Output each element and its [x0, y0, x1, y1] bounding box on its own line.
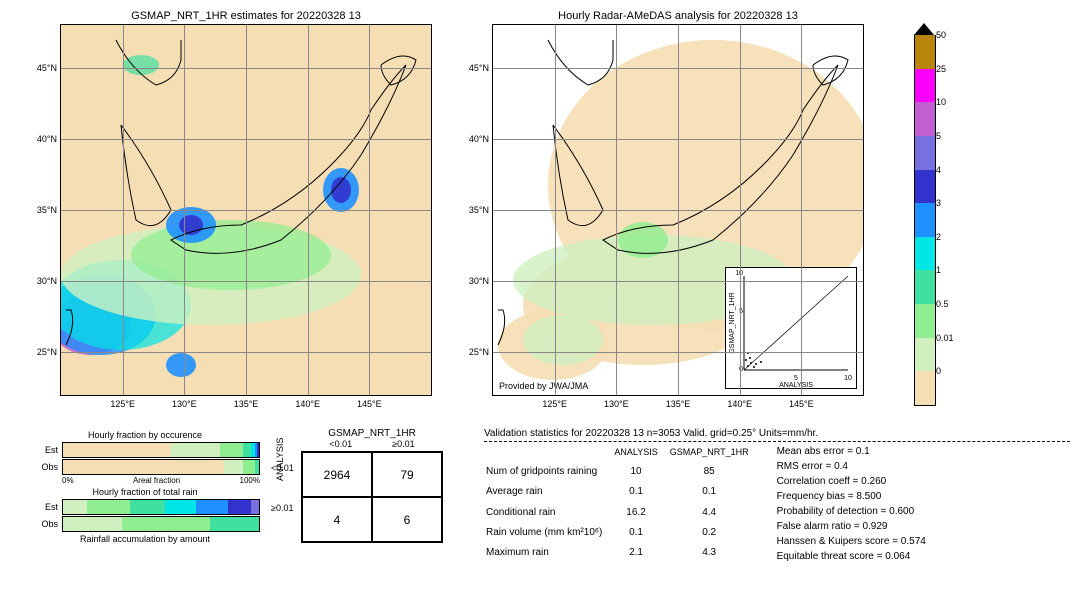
stats-divider: [484, 441, 1070, 442]
col-gsmap: GSMAP_NRT_1HR: [670, 446, 759, 460]
est-label-2: Est: [30, 502, 62, 512]
right-map-title: Hourly Radar-AMeDAS analysis for 2022032…: [492, 10, 864, 22]
ct-row0: <0.01: [271, 463, 294, 473]
svg-text:GSMAP_NRT_1HR: GSMAP_NRT_1HR: [729, 292, 736, 353]
accum-title: Rainfall accumulation by amount: [30, 534, 260, 544]
obs-label: Obs: [30, 462, 62, 472]
colorbar: 502510543210.50.010: [914, 35, 934, 405]
stats-kv: Mean abs error = 0.1RMS error = 0.4Corre…: [777, 444, 926, 564]
ct-10: 4: [302, 497, 372, 542]
obs-label-2: Obs: [30, 519, 62, 529]
ct-col1: ≥0.01: [392, 439, 414, 449]
provided-by-label: Provided by JWA/JMA: [499, 381, 588, 391]
ct-grid: 2964 79 4 6: [301, 451, 443, 543]
ct-col0: <0.01: [329, 439, 352, 449]
bottom-row: Hourly fraction by occurence Est Obs 0% A…: [10, 428, 1070, 608]
stats-table: ANALYSISGSMAP_NRT_1HR Num of gridpoints …: [484, 444, 761, 564]
validation-stats: Validation statistics for 20220328 13 n=…: [484, 428, 1070, 608]
axis-100: 100%: [240, 476, 260, 485]
totalrain-title: Hourly fraction of total rain: [30, 487, 260, 497]
colorbar-extend-arrow: [914, 23, 934, 35]
right-map: Provided by JWA/JMA 10 5 0 5 10 ANAL: [492, 24, 864, 396]
svg-text:ANALYSIS: ANALYSIS: [779, 382, 813, 388]
svg-text:5: 5: [794, 375, 798, 382]
scatter-inset: 10 5 0 5 10 ANALYSIS GSMAP_NRT_1HR: [725, 267, 857, 389]
left-map-title: GSMAP_NRT_1HR estimates for 20220328 13: [60, 10, 432, 22]
ct-title: GSMAP_NRT_1HR: [272, 428, 472, 439]
svg-text:10: 10: [844, 375, 852, 382]
occurrence-est-bar: [62, 442, 260, 458]
axis-mid: Areal fraction: [133, 476, 180, 485]
right-map-panel: Hourly Radar-AMeDAS analysis for 2022032…: [492, 10, 864, 420]
scatter-svg: 10 5 0 5 10 ANALYSIS GSMAP_NRT_1HR: [726, 268, 856, 388]
left-map: 125°E130°E135°E140°E145°E25°N30°N35°N40°…: [60, 24, 432, 396]
top-row: GSMAP_NRT_1HR estimates for 20220328 13: [10, 10, 1070, 420]
left-map-panel: GSMAP_NRT_1HR estimates for 20220328 13: [60, 10, 432, 420]
ct-11: 6: [372, 497, 442, 542]
ct-01: 79: [372, 452, 442, 497]
ct-row1: ≥0.01: [271, 503, 294, 513]
totalrain-est-bar: [62, 499, 260, 515]
col-analysis: ANALYSIS: [614, 446, 667, 460]
axis-0: 0%: [62, 476, 74, 485]
est-label: Est: [30, 445, 62, 455]
totalrain-obs-bar: [62, 516, 260, 532]
contingency-table: GSMAP_NRT_1HR <0.01≥0.01 ANALYSIS <0.01≥…: [272, 428, 472, 608]
stats-title: Validation statistics for 20220328 13 n=…: [484, 428, 1070, 439]
occurrence-obs-bar: [62, 459, 260, 475]
bar-charts: Hourly fraction by occurence Est Obs 0% A…: [30, 428, 260, 608]
ct-00: 2964: [302, 452, 372, 497]
occurrence-title: Hourly fraction by occurence: [30, 430, 260, 440]
